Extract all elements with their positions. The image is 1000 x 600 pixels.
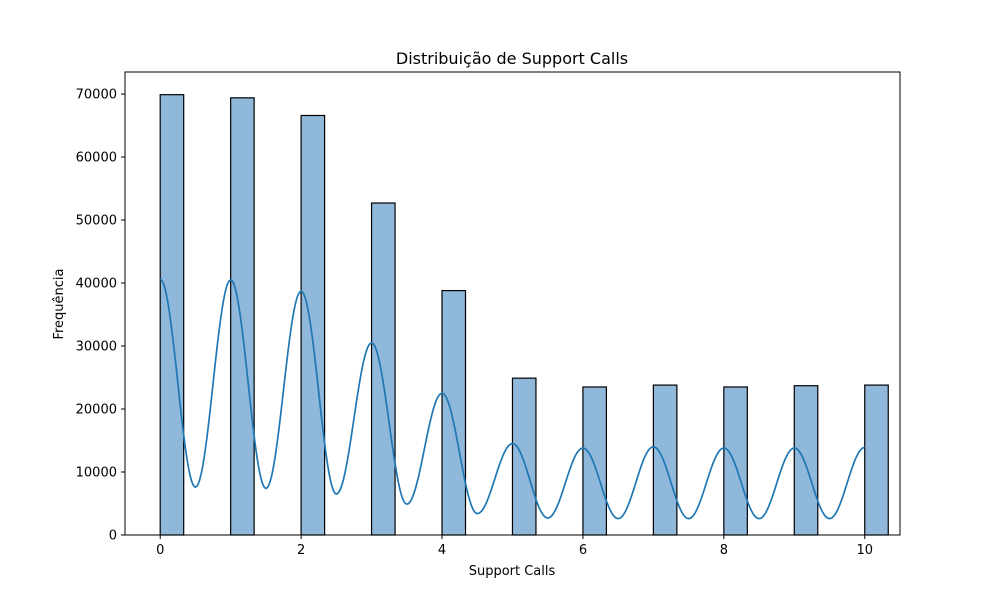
kde-curve <box>159 278 865 520</box>
kde-line <box>159 278 865 520</box>
y-tick-label: 60000 <box>76 151 117 166</box>
x-tick-label: 4 <box>438 543 446 558</box>
histogram-bar-3 <box>370 202 396 536</box>
y-tick-label: 30000 <box>76 340 117 355</box>
histogram-bar-0 <box>159 94 185 536</box>
histogram-bar-6 <box>582 386 608 536</box>
y-axis-label: Frequência <box>52 268 67 339</box>
histogram-bar-5 <box>511 377 537 536</box>
y-axis-ticks: 0 10000 20000 30000 40000 50000 60000 70000 <box>76 88 125 544</box>
y-tick-label: 40000 <box>76 277 117 292</box>
x-tick-label: 0 <box>156 543 164 558</box>
chart-title: Distribuição de Support Calls <box>396 49 628 68</box>
histogram-bar-7 <box>652 384 678 536</box>
histogram-bar-8 <box>723 386 748 536</box>
y-tick-label: 10000 <box>76 466 117 481</box>
y-tick-label: 70000 <box>76 88 117 103</box>
x-tick-label: 8 <box>720 543 728 558</box>
x-tick-label: 6 <box>579 543 587 558</box>
x-tick-label: 2 <box>297 543 305 558</box>
histogram-bar-9 <box>793 385 819 536</box>
histogram-bar-1 <box>230 97 255 536</box>
histogram-bars <box>159 94 889 536</box>
histogram-bar-10 <box>864 384 889 536</box>
plot-area-frame <box>124 71 901 536</box>
y-tick-label: 50000 <box>76 214 117 229</box>
histogram-bar-4 <box>441 289 467 536</box>
x-tick-label: 10 <box>856 543 873 558</box>
histogram-bar-2 <box>300 114 326 536</box>
x-axis-ticks: 0 2 4 6 8 10 <box>156 535 873 558</box>
y-tick-label: 0 <box>109 529 117 544</box>
y-tick-label: 20000 <box>76 403 117 418</box>
x-axis-label: Support Calls <box>469 564 556 579</box>
